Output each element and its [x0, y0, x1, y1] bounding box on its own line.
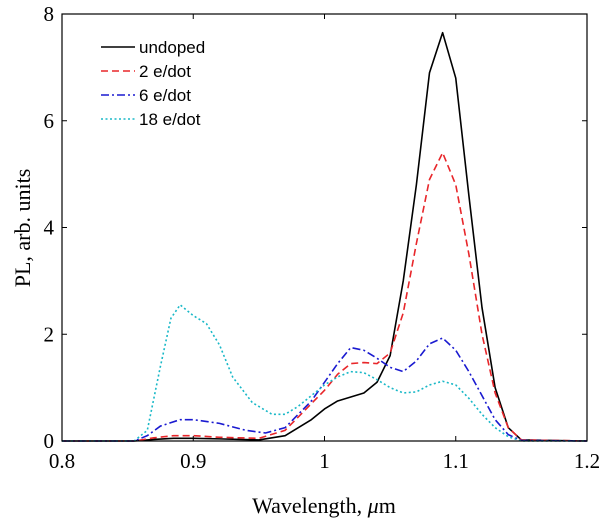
series-line-3	[62, 337, 588, 442]
y-tick-label: 0	[44, 429, 55, 453]
y-axis-label: PL, arb. units	[10, 169, 35, 288]
x-tick-label: 1	[319, 449, 330, 473]
legend-label-2: 2 e/dot	[139, 62, 191, 81]
x-tick-label: 0.8	[49, 449, 75, 473]
tick-labels: 0.8 0.9 1 1.1 1.2 0 2 4 6 8	[44, 2, 601, 473]
x-tick-label: 1.2	[574, 449, 600, 473]
axis-ticks	[61, 13, 588, 442]
y-tick-label: 8	[44, 2, 55, 26]
y-tick-label: 2	[44, 322, 55, 346]
y-tick-label: 4	[44, 216, 55, 240]
x-tick-label: 0.9	[180, 449, 206, 473]
legend-label-3: 6 e/dot	[139, 86, 191, 105]
series-line-2	[62, 151, 588, 442]
x-tick-label: 1.1	[443, 449, 469, 473]
y-tick-label: 6	[44, 109, 55, 133]
legend-label-4: 18 e/dot	[139, 110, 201, 129]
legend-label-1: undoped	[139, 38, 205, 57]
legend: undoped 2 e/dot 6 e/dot 18 e/dot	[101, 38, 205, 129]
series-line-4	[62, 304, 587, 442]
x-axis-label: Wavelength, μm	[252, 493, 396, 518]
